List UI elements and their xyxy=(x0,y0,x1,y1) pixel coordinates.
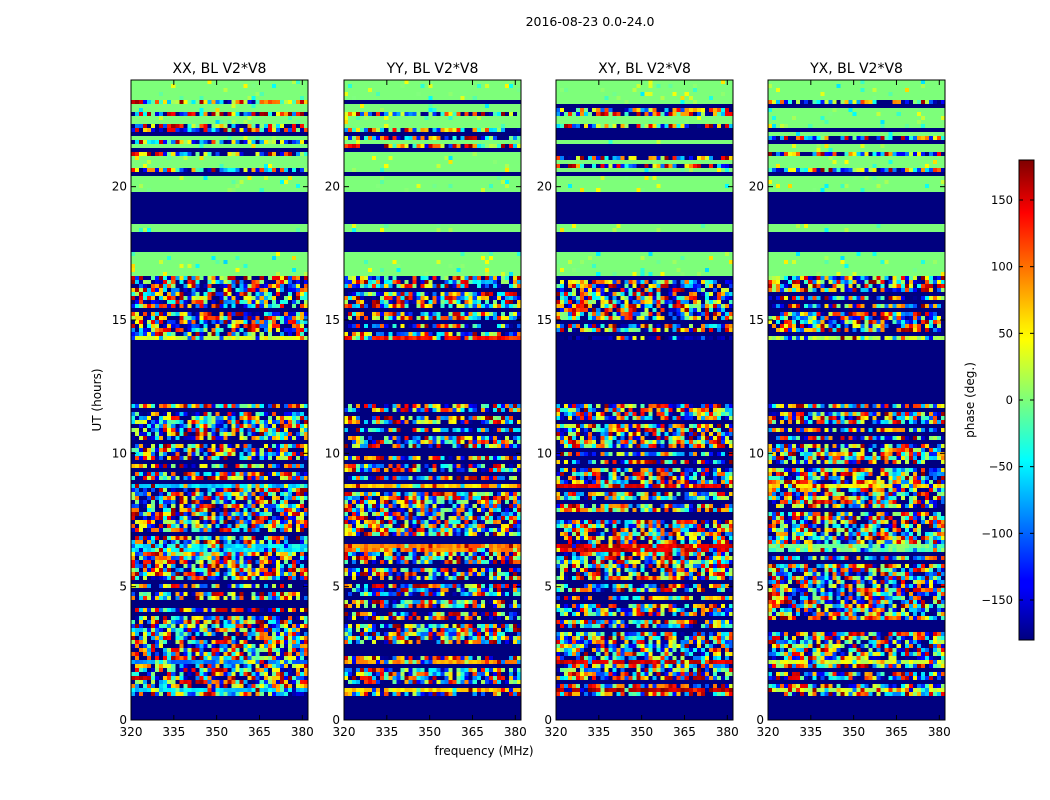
x-tick-label: 365 xyxy=(673,725,696,739)
x-tick-label: 335 xyxy=(799,725,822,739)
y-tick-label: 0 xyxy=(544,713,552,727)
x-axis-label: frequency (MHz) xyxy=(434,744,533,758)
y-tick-label: 20 xyxy=(537,180,552,194)
panel-frame xyxy=(343,79,522,721)
panel-title: YY, BL V2*V8 xyxy=(386,61,479,77)
colorbar: 150 100 50 0 −50 −100 −150 phase (deg.) xyxy=(963,159,1035,641)
x-tick-label: 335 xyxy=(375,725,398,739)
colorbar-label: phase (deg.) xyxy=(963,362,977,438)
y-tick-label: 15 xyxy=(537,313,552,327)
panel-yx: YX, BL V2*V8 320 335 350 365 380 0 5 10 15 20 xyxy=(749,61,951,739)
panel-title: XY, BL V2*V8 xyxy=(598,61,691,77)
colorbar-tick-label: −50 xyxy=(989,460,1013,474)
colorbar-tick-label: −150 xyxy=(981,593,1013,607)
panel-xx: XX, BL V2*V8 320 335 350 365 380 0 5 10 15 20 xyxy=(112,61,314,739)
x-tick-label: 380 xyxy=(291,725,314,739)
x-tick-label: 350 xyxy=(205,725,228,739)
panel-xy: XY, BL V2*V8 320 335 350 365 380 0 5 10 15 20 xyxy=(537,61,739,739)
x-tick-label: 320 xyxy=(545,725,568,739)
y-tick-label: 5 xyxy=(332,580,340,594)
y-tick-label: 0 xyxy=(756,713,764,727)
heatmap-yx xyxy=(768,80,945,720)
x-tick-label: 380 xyxy=(716,725,739,739)
y-tick-label: 15 xyxy=(112,313,127,327)
y-tick-label: 10 xyxy=(749,446,764,460)
x-tick-label: 335 xyxy=(162,725,185,739)
x-tick-label: 320 xyxy=(757,725,780,739)
panel-yy: YY, BL V2*V8 320 335 350 365 380 0 5 10 15 20 xyxy=(325,61,527,739)
suptitle: 2016-08-23 0.0-24.0 xyxy=(526,14,655,29)
colorbar-tick-label: 150 xyxy=(991,193,1013,207)
y-tick-label: 10 xyxy=(325,446,340,460)
x-tick-label: 350 xyxy=(842,725,865,739)
y-tick-label: 0 xyxy=(332,713,340,727)
panel-frame xyxy=(767,79,946,721)
y-tick-label: 0 xyxy=(119,713,127,727)
colorbar-tick-label: −100 xyxy=(981,526,1013,540)
colorbar-ticks: 150 100 50 0 −50 −100 −150 xyxy=(981,193,1034,607)
x-tick-label: 365 xyxy=(248,725,271,739)
x-tick-label: 335 xyxy=(587,725,610,739)
y-axis-label: UT (hours) xyxy=(90,368,104,431)
panel-frame xyxy=(555,79,734,721)
y-tick-label: 20 xyxy=(749,180,764,194)
heatmap-xy xyxy=(556,80,733,720)
y-tick-label: 5 xyxy=(119,580,127,594)
x-tick-label: 350 xyxy=(630,725,653,739)
y-tick-label: 10 xyxy=(537,446,552,460)
y-tick-label: 20 xyxy=(325,180,340,194)
heatmap-xx xyxy=(131,80,308,720)
x-tick-label: 365 xyxy=(461,725,484,739)
x-tick-label: 365 xyxy=(885,725,908,739)
x-tick-label: 350 xyxy=(418,725,441,739)
x-tick-label: 380 xyxy=(504,725,527,739)
x-tick-label: 320 xyxy=(333,725,356,739)
x-tick-label: 320 xyxy=(120,725,143,739)
panel-title: XX, BL V2*V8 xyxy=(173,61,267,77)
y-tick-label: 15 xyxy=(325,313,340,327)
y-tick-label: 5 xyxy=(756,580,764,594)
colorbar-tick-label: 0 xyxy=(1006,393,1013,407)
panel-frame xyxy=(130,79,309,721)
colorbar-tick-label: 50 xyxy=(998,326,1013,340)
y-tick-label: 5 xyxy=(544,580,552,594)
y-tick-label: 10 xyxy=(112,446,127,460)
colorbar-tick-label: 100 xyxy=(991,260,1013,274)
x-tick-label: 380 xyxy=(928,725,951,739)
y-tick-label: 20 xyxy=(112,180,127,194)
heatmap-yy xyxy=(344,80,521,720)
y-tick-label: 15 xyxy=(749,313,764,327)
panel-title: YX, BL V2*V8 xyxy=(809,61,903,77)
